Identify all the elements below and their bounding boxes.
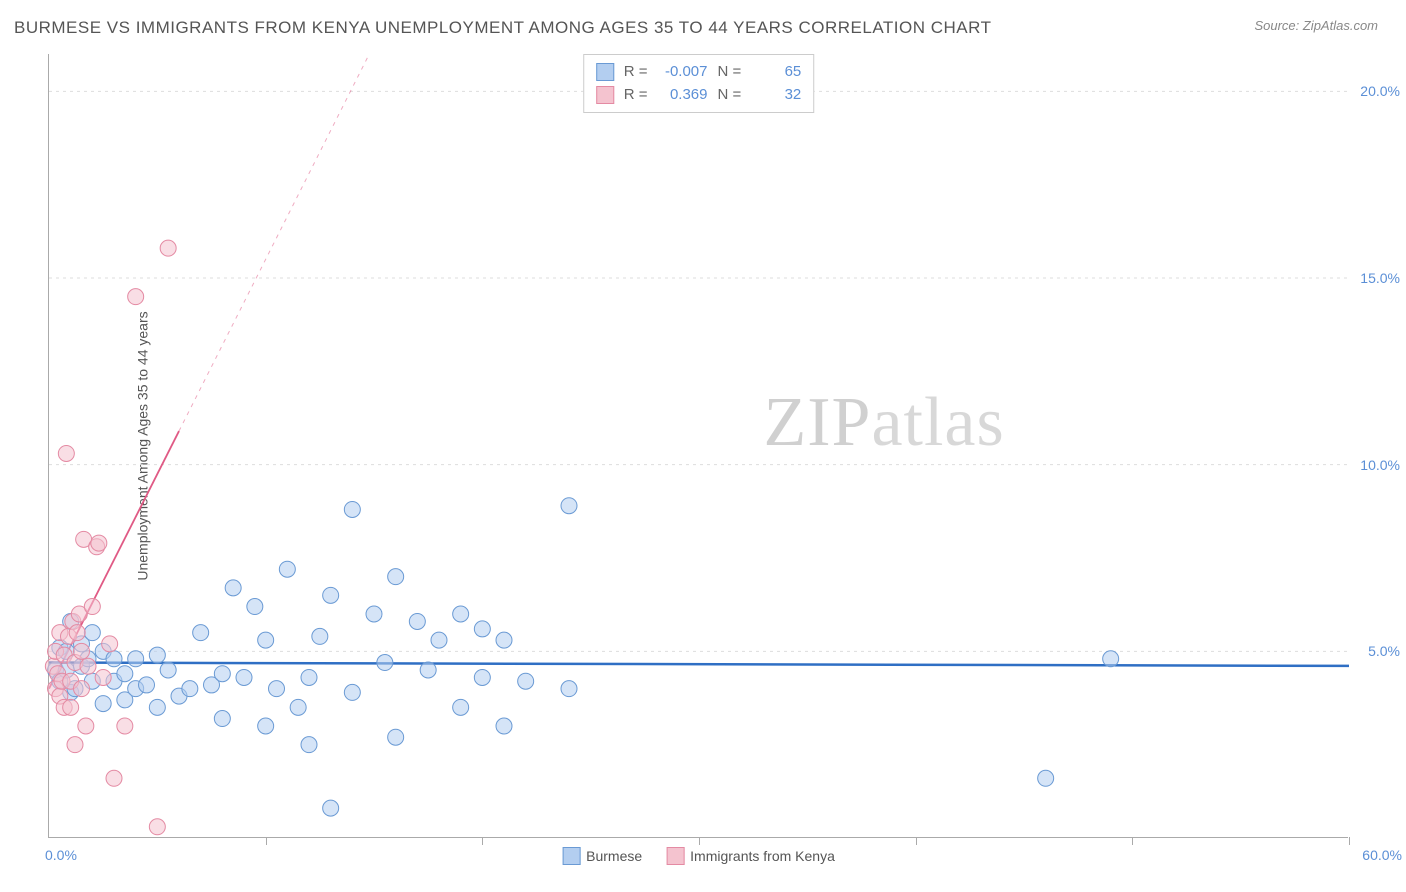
data-point — [366, 606, 382, 622]
x-tick — [699, 837, 700, 845]
data-point — [496, 718, 512, 734]
y-tick-label: 5.0% — [1368, 643, 1400, 659]
data-point — [344, 501, 360, 517]
data-point — [247, 599, 263, 615]
data-point — [149, 819, 165, 835]
data-point — [561, 498, 577, 514]
x-tick — [266, 837, 267, 845]
data-point — [496, 632, 512, 648]
data-point — [149, 647, 165, 663]
data-point — [74, 681, 90, 697]
data-point — [117, 718, 133, 734]
x-tick — [482, 837, 483, 845]
legend-label-burmese: Burmese — [586, 848, 642, 864]
x-axis-origin-label: 0.0% — [45, 847, 77, 863]
y-tick-label: 10.0% — [1360, 457, 1400, 473]
data-point — [69, 625, 85, 641]
y-tick-label: 15.0% — [1360, 270, 1400, 286]
chart-plot-area: ZIPatlas R = -0.007 N = 65 R = 0.369 N =… — [48, 54, 1348, 838]
data-point — [67, 737, 83, 753]
data-point — [453, 699, 469, 715]
data-point — [139, 677, 155, 693]
data-point — [128, 651, 144, 667]
data-point — [431, 632, 447, 648]
chart-title: BURMESE VS IMMIGRANTS FROM KENYA UNEMPLO… — [14, 18, 992, 38]
series-legend: Burmese Immigrants from Kenya — [562, 847, 835, 865]
legend-swatch-burmese — [562, 847, 580, 865]
data-point — [106, 770, 122, 786]
scatter-svg — [49, 54, 1348, 837]
x-axis-max-label: 60.0% — [1362, 847, 1402, 863]
data-point — [78, 718, 94, 734]
data-point — [518, 673, 534, 689]
data-point — [269, 681, 285, 697]
x-tick — [1132, 837, 1133, 845]
stat-r-label: R = — [624, 84, 648, 107]
data-point — [63, 699, 79, 715]
y-tick-label: 20.0% — [1360, 83, 1400, 99]
data-point — [91, 535, 107, 551]
data-point — [388, 569, 404, 585]
legend-swatch-kenya — [666, 847, 684, 865]
x-tick — [916, 837, 917, 845]
data-point — [561, 681, 577, 697]
data-point — [409, 613, 425, 629]
legend-item-kenya: Immigrants from Kenya — [666, 847, 835, 865]
data-point — [474, 621, 490, 637]
data-point — [453, 606, 469, 622]
data-point — [58, 445, 74, 461]
data-point — [236, 669, 252, 685]
x-tick — [1349, 837, 1350, 845]
data-point — [323, 800, 339, 816]
swatch-kenya — [596, 86, 614, 104]
data-point — [225, 580, 241, 596]
data-point — [149, 699, 165, 715]
data-point — [106, 651, 122, 667]
data-point — [301, 737, 317, 753]
stat-n-value-kenya: 32 — [751, 84, 801, 107]
data-point — [258, 632, 274, 648]
data-point — [214, 711, 230, 727]
data-point — [301, 669, 317, 685]
stats-row-burmese: R = -0.007 N = 65 — [596, 61, 802, 84]
data-point — [182, 681, 198, 697]
data-point — [1038, 770, 1054, 786]
data-point — [279, 561, 295, 577]
data-point — [95, 696, 111, 712]
data-point — [102, 636, 118, 652]
data-point — [474, 669, 490, 685]
data-point — [160, 662, 176, 678]
data-point — [290, 699, 306, 715]
data-point — [117, 666, 133, 682]
data-point — [74, 643, 90, 659]
data-point — [193, 625, 209, 641]
legend-label-kenya: Immigrants from Kenya — [690, 848, 835, 864]
stat-n-value-burmese: 65 — [751, 61, 801, 84]
data-point — [323, 587, 339, 603]
legend-item-burmese: Burmese — [562, 847, 642, 865]
stat-r-value-kenya: 0.369 — [658, 84, 708, 107]
data-point — [1103, 651, 1119, 667]
data-point — [377, 655, 393, 671]
data-point — [128, 289, 144, 305]
data-point — [420, 662, 436, 678]
data-point — [258, 718, 274, 734]
stat-n-label: N = — [718, 61, 742, 84]
swatch-burmese — [596, 63, 614, 81]
data-point — [312, 628, 328, 644]
data-point — [214, 666, 230, 682]
data-point — [344, 684, 360, 700]
stat-n-label: N = — [718, 84, 742, 107]
data-point — [95, 669, 111, 685]
data-point — [160, 240, 176, 256]
stats-row-kenya: R = 0.369 N = 32 — [596, 84, 802, 107]
data-point — [84, 625, 100, 641]
data-point — [80, 658, 96, 674]
stat-r-value-burmese: -0.007 — [658, 61, 708, 84]
source-attribution: Source: ZipAtlas.com — [1254, 18, 1378, 33]
data-point — [388, 729, 404, 745]
data-point — [84, 599, 100, 615]
stats-legend-box: R = -0.007 N = 65 R = 0.369 N = 32 — [583, 54, 815, 113]
stat-r-label: R = — [624, 61, 648, 84]
